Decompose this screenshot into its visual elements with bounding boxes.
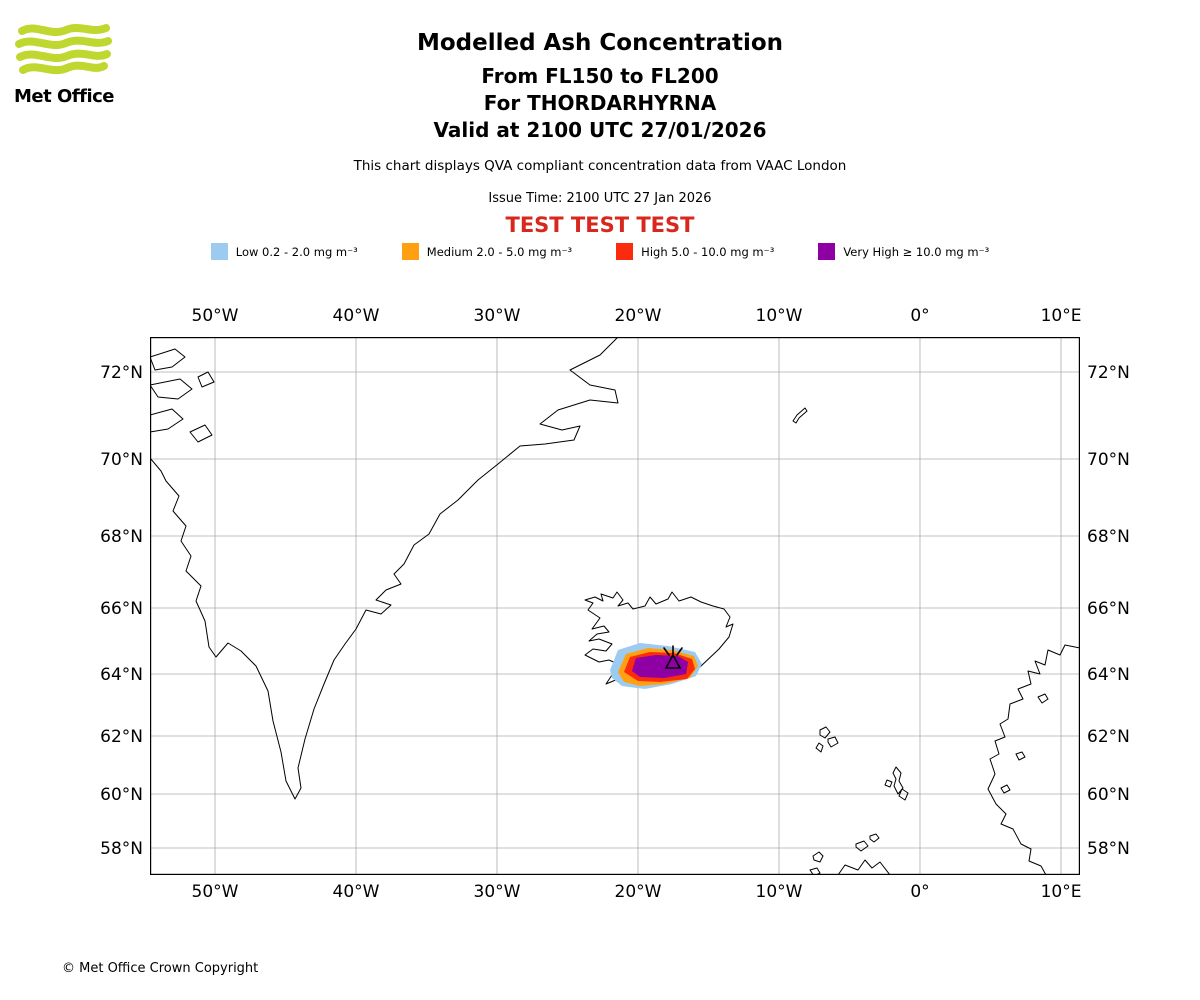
norway-coastline [987, 644, 1080, 875]
lat-tick: 70°N [1087, 450, 1130, 470]
lat-tick: 66°N [1087, 599, 1130, 619]
iceland-coastline [584, 591, 734, 687]
legend-label-very-high: Very High ≥ 10.0 mg m⁻³ [843, 244, 990, 259]
norway-islets [1000, 693, 1049, 794]
lon-tick: 50°W [191, 306, 239, 326]
lon-tick: 30°W [473, 306, 521, 326]
lon-tick: 40°W [332, 306, 380, 326]
lon-tick: 10°W [755, 882, 803, 902]
grid-lines [150, 337, 1080, 875]
page-title: Modelled Ash Concentration [416, 30, 784, 56]
lon-tick: 0° [910, 882, 930, 902]
lat-tick: 64°N [1087, 665, 1130, 685]
test-banner: TEST TEST TEST [505, 213, 695, 237]
shetland-islands [884, 766, 909, 801]
lon-tick: 40°W [332, 882, 380, 902]
faroe-islands [815, 726, 839, 753]
met-office-logo-text: Met Office [14, 86, 115, 107]
legend-item-high: High 5.0 - 10.0 mg m⁻³ [616, 243, 774, 260]
ash-very-high-contour [632, 655, 688, 678]
scotland-coastline [837, 859, 891, 875]
greenland-fjord-islands [150, 348, 215, 443]
lat-tick: 58°N [1087, 839, 1130, 859]
lon-tick: 50°W [191, 882, 239, 902]
medium-swatch-rect [401, 243, 419, 260]
low-swatch-icon [210, 243, 228, 260]
lat-tick: 64°N [100, 665, 143, 685]
legend-label-low: Low 0.2 - 2.0 mg m⁻³ [235, 244, 358, 259]
compliance-note: This chart displays QVA compliant concen… [353, 158, 847, 174]
lon-tick: 0° [910, 306, 930, 326]
legend-item-very-high: Very High ≥ 10.0 mg m⁻³ [818, 243, 989, 260]
lon-tick: 10°E [1040, 306, 1082, 326]
low-swatch-rect [210, 243, 228, 260]
volcano-subtitle: For THORDARHYRNA [483, 91, 717, 115]
lon-tick: 10°E [1040, 882, 1082, 902]
lat-tick: 60°N [1087, 785, 1130, 805]
valid-time-subtitle: Valid at 2100 UTC 27/01/2026 [433, 118, 767, 142]
issue-time: Issue Time: 2100 UTC 27 Jan 2026 [488, 191, 712, 206]
lat-tick: 70°N [100, 450, 143, 470]
ash-contours [610, 643, 702, 689]
high-swatch-rect [616, 243, 634, 260]
lat-tick: 68°N [100, 527, 143, 547]
lat-tick: 58°N [100, 839, 143, 859]
greenland-coastline [150, 337, 619, 800]
lat-tick: 68°N [1087, 527, 1130, 547]
orkney-islands [809, 833, 880, 875]
high-swatch-icon [616, 243, 634, 260]
lat-tick: 62°N [1087, 727, 1130, 747]
lon-tick: 10°W [755, 306, 803, 326]
lat-tick: 62°N [100, 727, 143, 747]
map [150, 337, 1080, 875]
legend-label-medium: Medium 2.0 - 5.0 mg m⁻³ [426, 244, 573, 259]
very-high-swatch-rect [818, 243, 836, 260]
coastlines [150, 337, 1080, 875]
medium-swatch-icon [401, 243, 419, 260]
legend-item-medium: Medium 2.0 - 5.0 mg m⁻³ [401, 243, 573, 260]
lat-tick: 72°N [100, 363, 143, 383]
map-border [150, 337, 1080, 875]
met-office-logo-icon [15, 24, 112, 75]
legend-label-high: High 5.0 - 10.0 mg m⁻³ [641, 244, 775, 259]
jan-mayen-island [792, 407, 808, 424]
lon-tick: 20°W [614, 306, 662, 326]
flight-level-subtitle: From FL150 to FL200 [481, 64, 719, 88]
lon-tick: 30°W [473, 882, 521, 902]
lat-tick: 60°N [100, 785, 143, 805]
lat-tick: 66°N [100, 599, 143, 619]
legend: Low 0.2 - 2.0 mg m⁻³ Medium 2.0 - 5.0 mg… [0, 243, 1200, 260]
lon-tick: 20°W [614, 882, 662, 902]
lat-tick: 72°N [1087, 363, 1130, 383]
legend-item-low: Low 0.2 - 2.0 mg m⁻³ [210, 243, 358, 260]
very-high-swatch-icon [818, 243, 836, 260]
volcano-icon [663, 645, 683, 669]
copyright-notice: © Met Office Crown Copyright [62, 961, 259, 976]
